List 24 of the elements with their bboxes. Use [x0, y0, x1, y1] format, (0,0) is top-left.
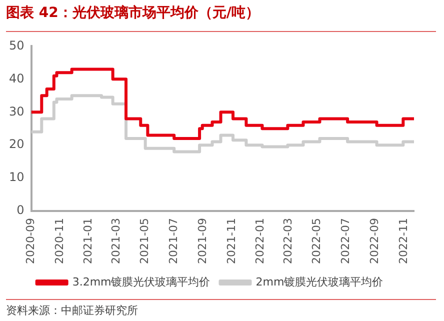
text: 资料来源：中邮证券研究所	[6, 303, 138, 318]
legend-label: 2mm镀膜光伏玻璃平均价	[256, 275, 384, 288]
legend-label: 3.2mm镀膜光伏玻璃平均价	[72, 275, 210, 288]
x-tick-label: 2021-03	[109, 218, 122, 264]
x-tick-label: 2022-07	[338, 218, 352, 264]
x-tick-label: 2021-07	[166, 218, 180, 264]
x-tick-label: 2022-11	[396, 218, 410, 264]
y-tick-label: 30	[8, 104, 24, 118]
y-tick-label: 40	[8, 71, 24, 86]
x-tick-label: 2022-05	[310, 218, 324, 264]
x-tick-label: 2022-03	[281, 218, 294, 264]
y-tick-label: 10	[8, 170, 24, 184]
x-tick-label: 2020-11	[52, 218, 66, 264]
x-tick-label: 2020-09	[24, 218, 38, 264]
y-tick-label: 20	[8, 137, 24, 152]
x-tick-label: 2022-09	[368, 218, 382, 264]
x-tick-label: 2021-01	[82, 218, 95, 264]
x-tick-label: 2021-05	[138, 218, 152, 264]
y-tick-label: 0	[16, 203, 24, 218]
x-tick-label: 2021-09	[196, 218, 210, 264]
x-tick-label: 2021-11	[224, 218, 238, 264]
chart-title: 图表 42：光伏玻璃市场平均价（元/吨）	[6, 4, 260, 22]
y-tick-label: 50	[8, 38, 24, 52]
x-tick-label: 2022-01	[254, 218, 267, 264]
